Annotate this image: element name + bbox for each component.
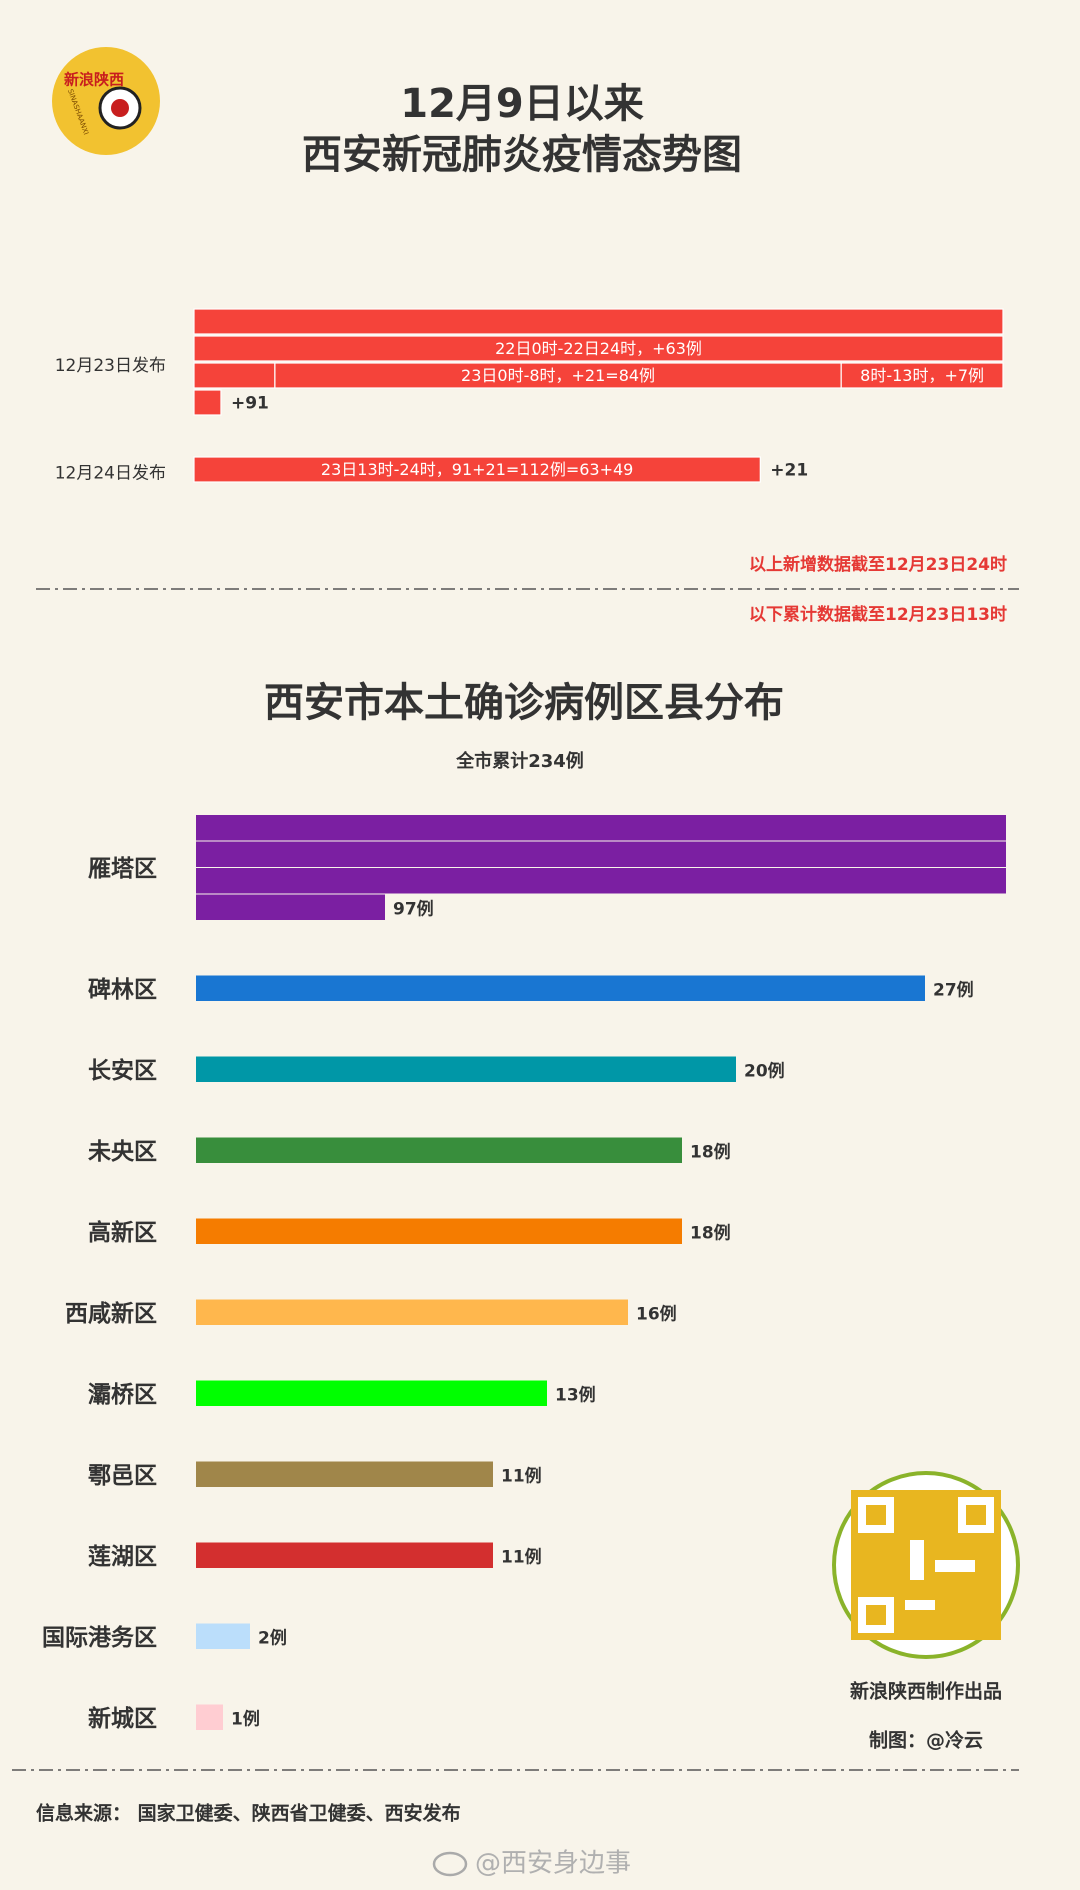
row-label: 12月23日发布 [55,356,166,376]
category-label: 长安区 [88,1057,157,1084]
chart-subtitle: 全市累计234例 [455,750,584,772]
bar [196,841,1006,867]
value-label: 18例 [690,1222,731,1243]
bar-segment [193,362,276,389]
bar [196,1461,493,1487]
bar [196,975,925,1001]
qr-finder-core [866,1605,886,1625]
category-label: 雁塔区 [88,856,157,882]
total-label: +21 [770,461,808,481]
bar [196,1056,736,1082]
bar [196,868,1006,894]
bar-segment [193,308,1004,335]
segment-label: 8时-13时，+7例 [860,366,984,385]
segment-label: 23日0时-8时，+21=84例 [461,366,655,385]
title-line2: 西安新冠肺炎疫情态势图 [302,132,742,178]
chart-title: 西安市本土确诊病例区县分布 [264,680,784,726]
category-label: 西咸新区 [65,1300,157,1327]
title-line1: 12月9日以来 [400,81,644,127]
category-label: 未央区 [88,1139,157,1165]
credit-author: 制图：@冷云 [869,1729,983,1752]
value-label: 20例 [744,1060,785,1081]
row-label: 12月24日发布 [55,464,166,484]
bar [196,1623,250,1649]
value-label: 11例 [501,1465,542,1486]
bar-segment [193,389,222,416]
category-label: 高新区 [88,1219,157,1246]
category-label: 碑林区 [88,976,157,1003]
bar-segment [274,362,842,389]
category-label: 灞桥区 [88,1381,157,1408]
value-label: 97例 [393,898,434,919]
weibo-icon [432,1851,468,1877]
credit-producer: 新浪陕西制作出品 [850,1680,1002,1703]
bar [196,815,1006,841]
bar [196,1704,223,1730]
bar-segment [193,456,761,483]
value-label: 1例 [231,1708,260,1729]
value-label: 11例 [501,1546,542,1567]
bar [196,1299,628,1325]
value-label: 13例 [555,1384,596,1405]
logo-text: 新浪陕西 [64,71,124,89]
bar [196,1137,682,1163]
bar [196,1380,547,1406]
value-label: 16例 [636,1303,677,1324]
logo-pupil [111,99,129,117]
bar [196,1542,493,1568]
watermark: @西安身边事 [475,1849,631,1879]
bar-segment [840,362,1004,389]
qr-code [832,1471,1020,1659]
source: 信息来源： 国家卫健委、陕西省卫健委、西安发布 [36,1802,461,1825]
note-below: 以下累计数据截至12月23日13时 [749,604,1007,625]
bar-segment [193,335,1004,362]
qr-finder-core [866,1505,886,1525]
value-label: 27例 [933,979,974,1000]
qr-module [905,1600,935,1610]
segment-label: 23日13时-24时，91+21=112例=63+49 [321,460,633,479]
note-above: 以上新增数据截至12月23日24时 [749,554,1007,575]
bar [196,1218,682,1244]
qr-module [935,1560,975,1572]
category-label: 新城区 [88,1705,157,1732]
release-chart: 22日0时-22日24时，+63例 23日0时-8时，+21=84例 8时-13时，… [55,308,1004,484]
segment-label: 22日0时-22日24时，+63例 [495,339,702,358]
category-label: 鄠邑区 [88,1463,157,1489]
value-label: 18例 [690,1141,731,1162]
qr-module [910,1540,924,1580]
category-label: 莲湖区 [88,1544,157,1570]
value-label: 2例 [258,1627,287,1648]
bar [196,894,385,920]
category-label: 国际港务区 [42,1625,157,1651]
total-label: +91 [231,394,269,414]
logo: 新浪陕西 SINASHAANXI [52,47,160,155]
qr-finder-core [966,1505,986,1525]
